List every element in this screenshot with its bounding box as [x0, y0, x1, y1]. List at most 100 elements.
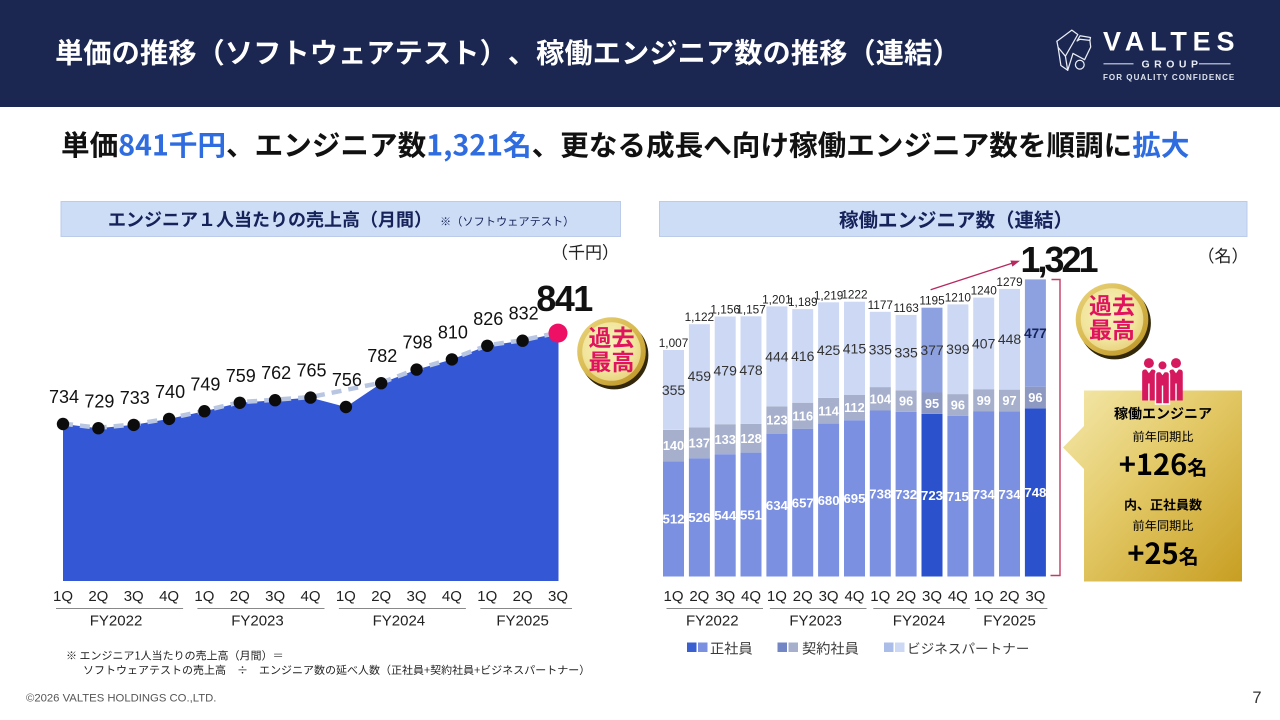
svg-text:1Q: 1Q — [663, 588, 683, 605]
svg-text:1210: 1210 — [945, 290, 972, 304]
svg-text:715: 715 — [947, 489, 969, 504]
svg-text:4Q: 4Q — [844, 588, 864, 605]
svg-text:1Q: 1Q — [870, 588, 890, 605]
svg-text:810: 810 — [438, 322, 468, 342]
svg-text:FY2022: FY2022 — [90, 613, 143, 630]
svg-text:95: 95 — [925, 396, 939, 411]
svg-text:826: 826 — [473, 309, 503, 329]
svg-text:738: 738 — [869, 486, 891, 501]
svg-text:3Q: 3Q — [1025, 588, 1045, 605]
svg-text:377: 377 — [920, 342, 944, 358]
svg-text:1,157: 1,157 — [736, 302, 766, 316]
svg-text:7: 7 — [1252, 689, 1261, 707]
svg-text:FY2025: FY2025 — [983, 613, 1036, 630]
svg-text:133: 133 — [715, 432, 736, 447]
svg-text:1222: 1222 — [841, 288, 867, 302]
svg-text:425: 425 — [817, 342, 841, 358]
svg-text:512: 512 — [662, 512, 684, 527]
svg-text:415: 415 — [843, 340, 867, 356]
svg-text:3Q: 3Q — [922, 588, 942, 605]
svg-text:2Q: 2Q — [1000, 588, 1020, 605]
svg-text:3Q: 3Q — [548, 588, 568, 605]
svg-text:104: 104 — [870, 391, 892, 406]
svg-text:399: 399 — [946, 341, 970, 357]
svg-text:140: 140 — [663, 438, 684, 453]
svg-text:FOR QUALITY CONFIDENCE: FOR QUALITY CONFIDENCE — [1103, 73, 1235, 82]
svg-text:4Q: 4Q — [159, 588, 179, 605]
svg-text:798: 798 — [403, 333, 433, 353]
svg-text:2Q: 2Q — [896, 588, 916, 605]
svg-text:96: 96 — [899, 394, 913, 409]
svg-text:1177: 1177 — [868, 298, 893, 312]
svg-text:695: 695 — [843, 491, 865, 506]
svg-text:680: 680 — [818, 493, 840, 508]
svg-text:355: 355 — [662, 382, 686, 398]
svg-text:762: 762 — [261, 363, 291, 383]
svg-text:416: 416 — [791, 348, 815, 364]
svg-text:FY2024: FY2024 — [893, 613, 946, 630]
svg-text:544: 544 — [714, 508, 737, 523]
svg-text:765: 765 — [296, 361, 326, 381]
svg-text:4Q: 4Q — [442, 588, 462, 605]
svg-text:3Q: 3Q — [819, 588, 839, 605]
svg-text:526: 526 — [688, 510, 710, 525]
svg-text:748: 748 — [1024, 485, 1046, 500]
svg-text:1Q: 1Q — [477, 588, 497, 605]
svg-text:©2026 VALTES HOLDINGS CO.,LTD.: ©2026 VALTES HOLDINGS CO.,LTD. — [26, 693, 216, 705]
svg-text:448: 448 — [998, 331, 1022, 347]
svg-text:FY2025: FY2025 — [496, 613, 549, 630]
svg-text:832: 832 — [509, 304, 539, 324]
svg-text:116: 116 — [792, 408, 813, 423]
svg-text:FY2022: FY2022 — [686, 613, 739, 630]
svg-text:1,321: 1,321 — [1020, 239, 1098, 280]
svg-text:4Q: 4Q — [300, 588, 320, 605]
svg-text:1240: 1240 — [971, 284, 998, 298]
svg-text:1Q: 1Q — [336, 588, 356, 605]
svg-text:459: 459 — [688, 368, 712, 384]
svg-text:2Q: 2Q — [793, 588, 813, 605]
svg-text:1Q: 1Q — [767, 588, 787, 605]
svg-text:VALTES: VALTES — [1103, 27, 1240, 57]
svg-text:759: 759 — [226, 366, 256, 386]
svg-text:740: 740 — [155, 382, 185, 402]
svg-text:1,156: 1,156 — [710, 303, 740, 317]
svg-text:FY2023: FY2023 — [789, 613, 842, 630]
svg-text:96: 96 — [951, 398, 965, 413]
svg-text:99: 99 — [977, 393, 991, 408]
svg-text:733: 733 — [120, 388, 150, 408]
svg-text:477: 477 — [1024, 326, 1047, 341]
svg-text:335: 335 — [869, 341, 893, 357]
svg-text:97: 97 — [1002, 393, 1016, 408]
svg-text:137: 137 — [689, 435, 710, 450]
svg-text:4Q: 4Q — [741, 588, 761, 605]
svg-text:734: 734 — [49, 387, 79, 407]
svg-text:1,189: 1,189 — [788, 295, 818, 309]
svg-text:112: 112 — [844, 400, 865, 415]
svg-text:FY2023: FY2023 — [231, 613, 284, 630]
svg-text:2Q: 2Q — [371, 588, 391, 605]
svg-text:1Q: 1Q — [194, 588, 214, 605]
svg-text:1,007: 1,007 — [659, 336, 689, 350]
svg-text:2Q: 2Q — [230, 588, 250, 605]
svg-text:1,201: 1,201 — [762, 292, 792, 306]
svg-text:732: 732 — [895, 487, 917, 502]
svg-text:756: 756 — [332, 370, 362, 390]
svg-text:1163: 1163 — [893, 301, 919, 315]
svg-text:123: 123 — [766, 413, 787, 428]
svg-text:335: 335 — [894, 345, 918, 361]
svg-text:841: 841 — [536, 278, 593, 319]
svg-text:128: 128 — [740, 431, 761, 446]
svg-text:4Q: 4Q — [948, 588, 968, 605]
svg-text:782: 782 — [367, 346, 397, 366]
svg-text:96: 96 — [1028, 390, 1042, 405]
svg-text:1Q: 1Q — [974, 588, 994, 605]
svg-text:FY2024: FY2024 — [373, 613, 426, 630]
svg-text:657: 657 — [792, 495, 814, 510]
svg-text:634: 634 — [766, 498, 789, 513]
svg-text:2Q: 2Q — [689, 588, 709, 605]
svg-text:2Q: 2Q — [88, 588, 108, 605]
svg-text:734: 734 — [973, 487, 996, 502]
svg-text:723: 723 — [921, 488, 943, 503]
svg-text:734: 734 — [999, 487, 1022, 502]
svg-text:3Q: 3Q — [124, 588, 144, 605]
